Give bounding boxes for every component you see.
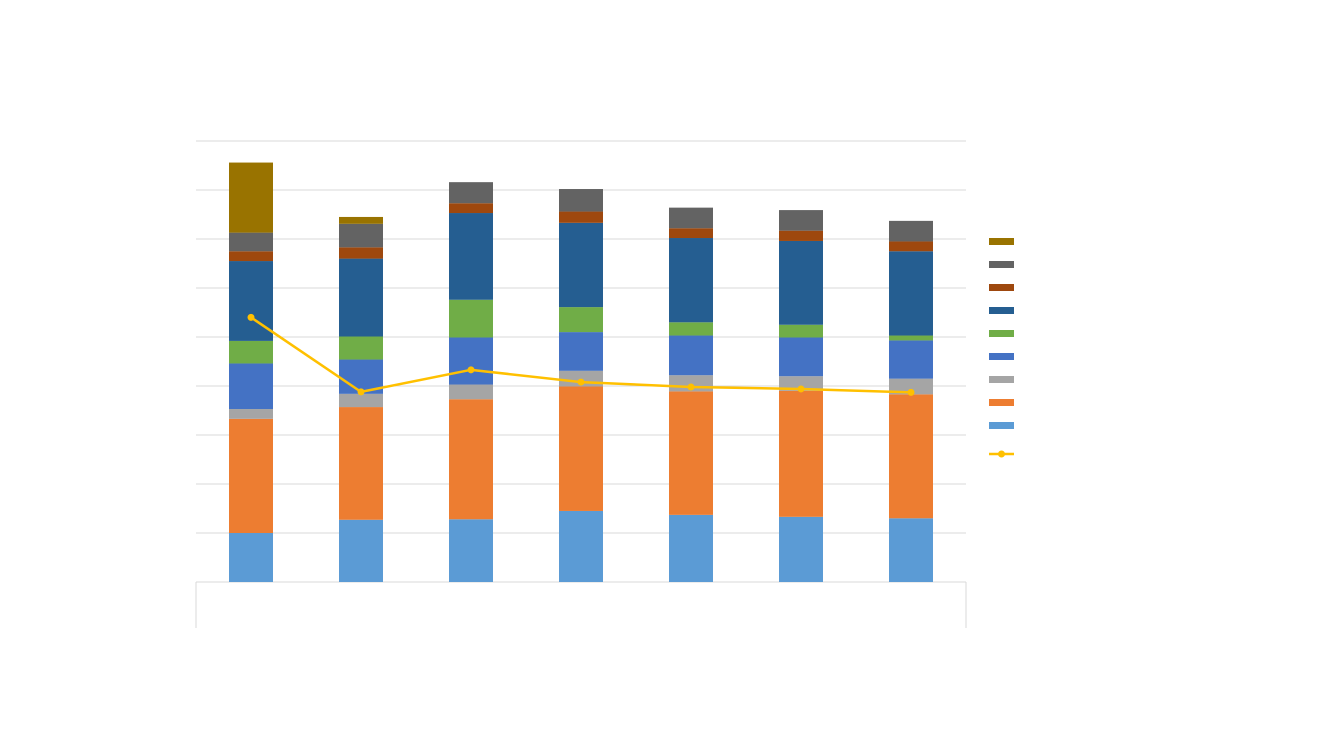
bar-segment-series-4 bbox=[449, 337, 493, 385]
bar-segment-series-6 bbox=[449, 213, 493, 300]
bar-segment-series-5 bbox=[229, 340, 273, 364]
line-point bbox=[467, 366, 475, 374]
bar-segment-series-5 bbox=[779, 324, 823, 338]
bar-segment-series-1 bbox=[559, 510, 603, 582]
bar-segment-series-2 bbox=[779, 390, 823, 517]
legend bbox=[989, 238, 1014, 458]
bar-segment-series-2 bbox=[559, 386, 603, 511]
line-point bbox=[797, 385, 805, 393]
bar-segment-series-7 bbox=[669, 228, 713, 239]
bar-segment-series-6 bbox=[339, 258, 383, 337]
legend-swatch bbox=[989, 261, 1014, 268]
line-point bbox=[687, 383, 695, 391]
bar-segment-series-1 bbox=[669, 514, 713, 582]
line-point bbox=[357, 388, 365, 396]
bar-segment-series-3 bbox=[449, 384, 493, 400]
bar-segment-series-8 bbox=[559, 189, 603, 212]
bar-segment-series-2 bbox=[229, 418, 273, 533]
bar-segment-series-9 bbox=[229, 162, 273, 233]
bar-segment-series-8 bbox=[669, 207, 713, 229]
legend-swatch bbox=[989, 399, 1014, 406]
bar-segment-series-6 bbox=[669, 238, 713, 323]
bar-series bbox=[229, 162, 933, 582]
bar-segment-series-2 bbox=[339, 407, 383, 520]
bar-segment-series-2 bbox=[669, 391, 713, 515]
bar-segment-series-7 bbox=[339, 247, 383, 259]
bar-segment-series-7 bbox=[779, 230, 823, 241]
bar-segment-series-5 bbox=[339, 336, 383, 360]
bar-segment-series-1 bbox=[229, 533, 273, 582]
bar-segment-series-7 bbox=[229, 251, 273, 262]
bar-segment-series-2 bbox=[449, 399, 493, 520]
bar-segment-series-3 bbox=[229, 409, 273, 419]
bar-segment-series-1 bbox=[339, 519, 383, 582]
bar-segment-series-5 bbox=[669, 322, 713, 336]
legend-swatch bbox=[989, 422, 1014, 429]
bar-segment-series-7 bbox=[889, 241, 933, 252]
line-point bbox=[577, 378, 585, 386]
bar-segment-series-4 bbox=[889, 340, 933, 379]
line-point bbox=[247, 313, 255, 321]
bar-segment-series-8 bbox=[229, 232, 273, 252]
bar-segment-series-8 bbox=[449, 182, 493, 204]
bar-segment-series-1 bbox=[449, 519, 493, 582]
bar-segment-series-5 bbox=[449, 299, 493, 338]
bar-segment-series-3 bbox=[889, 378, 933, 395]
bar-segment-series-6 bbox=[559, 222, 603, 308]
line-point bbox=[907, 388, 915, 396]
legend-swatch bbox=[989, 330, 1014, 337]
legend-swatch bbox=[989, 307, 1014, 314]
legend-line-marker bbox=[998, 450, 1005, 458]
bar-segment-series-8 bbox=[889, 220, 933, 242]
bar-segment-series-7 bbox=[559, 211, 603, 223]
bar-segment-series-4 bbox=[779, 337, 823, 377]
legend-swatch bbox=[989, 238, 1014, 245]
bar-segment-series-3 bbox=[339, 393, 383, 408]
bar-segment-series-4 bbox=[559, 332, 603, 371]
legend-swatch bbox=[989, 284, 1014, 291]
bar-segment-series-3 bbox=[779, 376, 823, 391]
bar-segment-series-8 bbox=[779, 210, 823, 231]
legend-swatch bbox=[989, 376, 1014, 383]
bar-segment-series-8 bbox=[339, 223, 383, 248]
bar-segment-series-5 bbox=[559, 307, 603, 333]
line-series bbox=[247, 313, 915, 396]
bar-segment-series-1 bbox=[889, 518, 933, 582]
x-axis bbox=[195, 581, 967, 628]
legend-swatch bbox=[989, 353, 1014, 360]
bar-segment-series-4 bbox=[669, 335, 713, 376]
bar-segment-series-5 bbox=[889, 335, 933, 341]
bar-segment-series-2 bbox=[889, 394, 933, 519]
bar-segment-series-9 bbox=[339, 216, 383, 224]
bar-segment-series-4 bbox=[229, 363, 273, 410]
bar-segment-series-6 bbox=[779, 240, 823, 325]
bar-segment-series-1 bbox=[779, 516, 823, 582]
bar-segment-series-6 bbox=[889, 251, 933, 336]
bar-segment-series-7 bbox=[449, 203, 493, 214]
